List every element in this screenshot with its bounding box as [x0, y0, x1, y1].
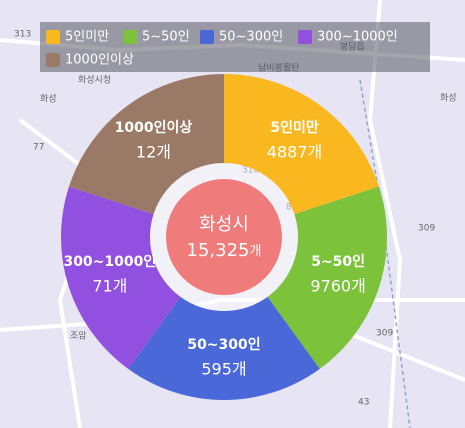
legend-swatch — [200, 30, 214, 44]
donut-segment — [61, 186, 181, 369]
donut-segment — [128, 296, 320, 400]
segment-name: 50~300인 — [187, 336, 260, 353]
legend-swatch — [46, 30, 60, 44]
legend-label: 5인미만 — [65, 30, 109, 45]
donut-segment — [224, 74, 380, 215]
map-label: 화성 — [440, 93, 457, 104]
legend-label: 1000인이상 — [65, 53, 134, 68]
map-label: 318 — [242, 166, 259, 176]
segment-value: 9760개 — [310, 277, 365, 296]
segment-name: 1000인이상 — [115, 119, 193, 136]
segment-name: 300~1000인 — [63, 253, 156, 270]
legend-label: 50~300인 — [219, 30, 283, 45]
legend-swatch — [46, 53, 60, 67]
map-label: 77 — [33, 143, 44, 153]
center-total-number: 15,325 — [187, 240, 250, 261]
center-total: 15,325개 — [187, 240, 262, 261]
center-total-unit: 개 — [250, 244, 262, 259]
map-label: 313 — [14, 30, 31, 40]
map-label: 화성 — [40, 94, 57, 105]
map-label: 309 — [376, 329, 393, 339]
segment-value: 71개 — [92, 277, 127, 296]
map-label: 309 — [418, 224, 435, 234]
legend-swatch — [123, 30, 137, 44]
donut-segment — [68, 74, 225, 215]
segment-value: 12개 — [136, 142, 171, 161]
map-label: 82 — [286, 203, 297, 213]
segment-value: 4887개 — [267, 142, 322, 161]
map-label: 화성시청 — [78, 75, 111, 86]
donut-segment — [267, 186, 388, 369]
legend-swatch — [298, 30, 312, 44]
legend-box — [40, 22, 430, 72]
map-label: 43 — [358, 398, 369, 408]
segment-name: 5~50인 — [311, 253, 365, 270]
segment-name: 5인미만 — [270, 119, 319, 136]
center-circle — [166, 179, 282, 295]
segment-value: 595개 — [201, 360, 246, 379]
legend-label: 5~50인 — [142, 30, 190, 45]
center-title: 화성시 — [199, 214, 249, 235]
legend-label: 300~1000인 — [317, 30, 398, 45]
map-label: 조암 — [70, 330, 87, 342]
